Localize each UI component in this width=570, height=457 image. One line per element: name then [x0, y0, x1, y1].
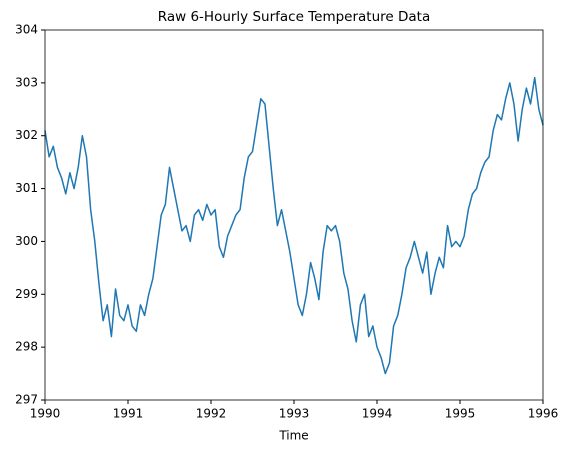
x-tick-label: 1992	[196, 407, 227, 421]
y-tick-label: 302	[15, 128, 38, 142]
y-tick-label: 304	[15, 23, 38, 37]
y-tick-label: 301	[15, 181, 38, 195]
x-tick-label: 1995	[445, 407, 476, 421]
x-tick-label: 1990	[30, 407, 61, 421]
x-axis-label: Time	[278, 429, 308, 443]
y-tick-label: 298	[15, 340, 38, 354]
x-tick-label: 1996	[528, 407, 559, 421]
x-tick-label: 1994	[362, 407, 393, 421]
y-tick-label: 299	[15, 287, 38, 301]
data-line	[44, 76, 544, 375]
y-tick-label: 297	[15, 393, 38, 407]
x-tick-label: 1993	[279, 407, 310, 421]
chart-title: Raw 6-Hourly Surface Temperature Data	[158, 9, 430, 25]
y-tick-label: 300	[15, 234, 38, 248]
y-tick-label: 303	[15, 75, 38, 89]
x-tick-label: 1991	[113, 407, 144, 421]
plot-frame	[44, 29, 544, 401]
